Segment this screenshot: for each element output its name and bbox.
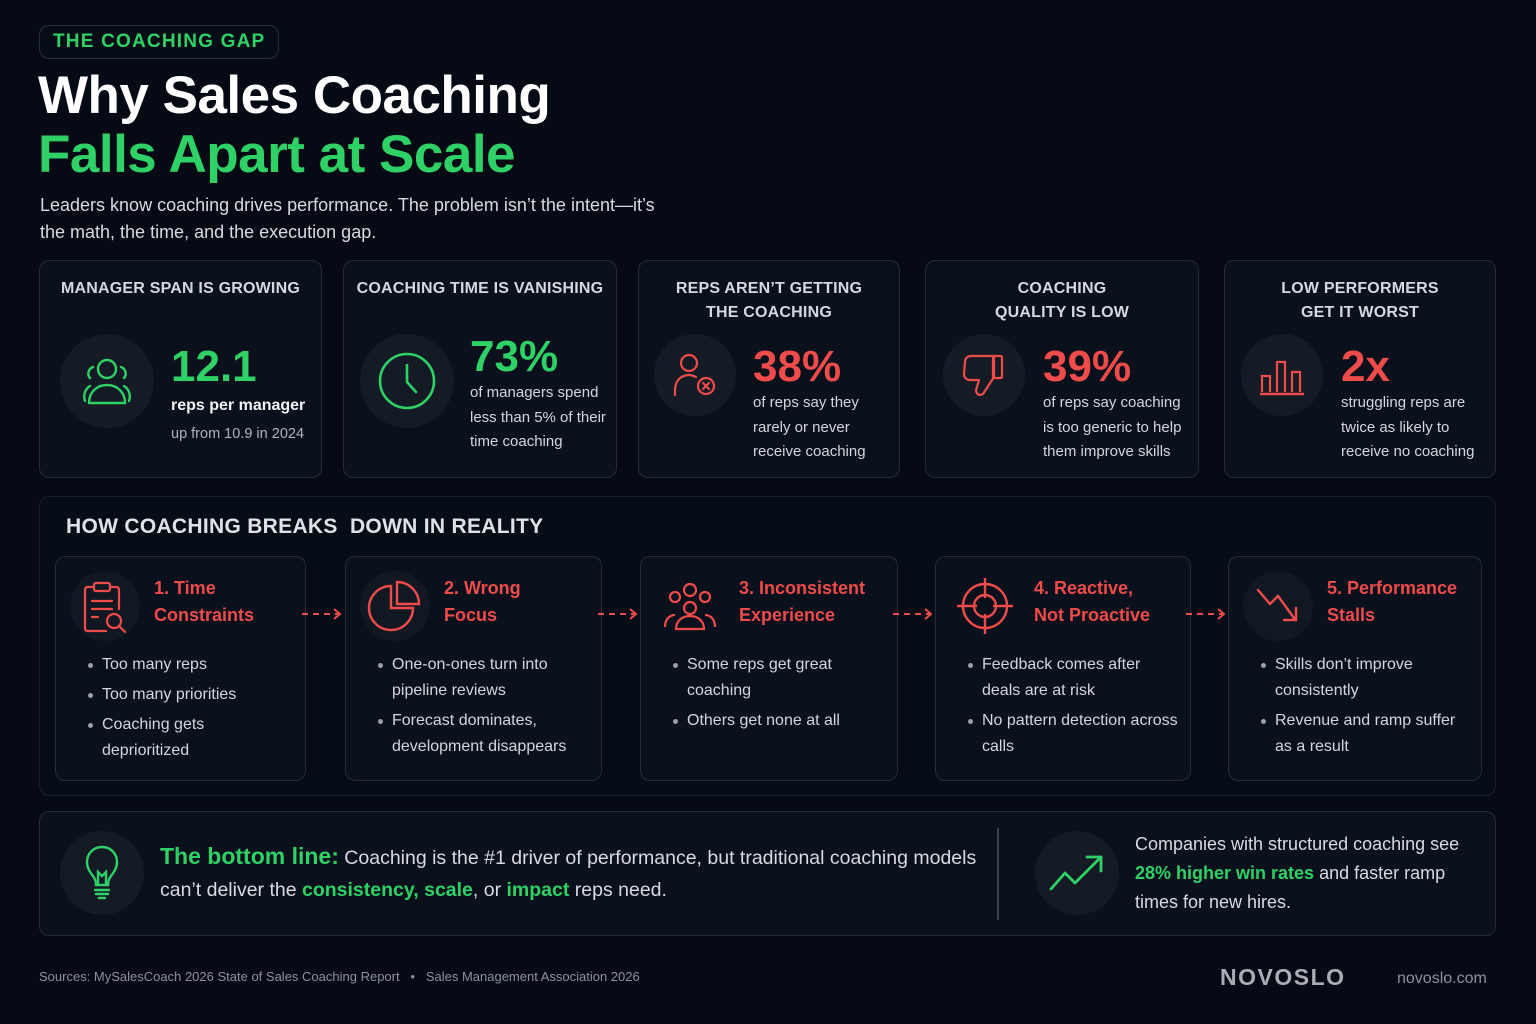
stat-heading: LOW PERFORMERS GET IT WORST: [1281, 280, 1439, 321]
bullet-item: Coaching gets deprioritized: [88, 712, 295, 764]
stat-card-manager-span: MANAGER SPAN IS GROWING 12.1 reps per ma…: [39, 260, 322, 478]
step-title: 2. Wrong Focus: [444, 578, 521, 625]
bullet-item: One-on-ones turn into pipeline reviews: [378, 652, 591, 704]
stat-detail: of reps say they rarely or never receive…: [753, 394, 866, 460]
stat-heading: MANAGER SPAN IS GROWING: [61, 280, 300, 297]
trend-down-icon: [1243, 571, 1313, 641]
arrow-right-icon: [893, 608, 933, 620]
stat-value: 73%: [470, 332, 559, 381]
win-rate-callout: Companies with structured coaching see 2…: [1135, 834, 1460, 912]
stat-detail: up from 10.9 in 2024: [171, 426, 305, 442]
team-icon: [60, 334, 154, 428]
thumbs-down-icon: [943, 334, 1025, 416]
title-line-1: Why Sales Coaching: [38, 66, 551, 125]
step-card-inconsistent-experience: 3. Inconsistent Experience Some reps get …: [640, 556, 898, 781]
arrow-right-icon: [1186, 608, 1226, 620]
step-bullets: Skills don’t improve consistently Revenu…: [1261, 652, 1471, 764]
stat-card-low-performers: LOW PERFORMERS GET IT WORST 2x strugglin…: [1224, 260, 1496, 478]
bottom-line-panel: The bottom line: Coaching is the #1 driv…: [39, 811, 1496, 936]
brand-logo: NOVOSLO: [1220, 964, 1346, 990]
step-bullets: Some reps get great coaching Others get …: [673, 652, 887, 738]
bullet-item: Some reps get great coaching: [673, 652, 887, 704]
trend-up-icon: [1035, 831, 1119, 915]
bullet-item: No pattern detection across calls: [968, 708, 1180, 760]
bullet-item: Revenue and ramp suffer as a result: [1261, 708, 1471, 760]
step-bullets: Feedback comes after deals are at risk N…: [968, 652, 1180, 764]
target-icon: [950, 571, 1020, 641]
stat-detail: struggling reps are twice as likely to r…: [1341, 394, 1475, 460]
lightbulb-icon: [60, 831, 144, 915]
step-title: 5. Performance Stalls: [1327, 578, 1458, 625]
sources-text: Sources: MySalesCoach 2026 State of Sale…: [39, 969, 640, 984]
eyebrow-badge: THE COACHING GAP: [39, 25, 280, 59]
user-x-icon: [654, 334, 736, 416]
bullet-item: Too many priorities: [88, 682, 295, 708]
stat-value: 39%: [1043, 342, 1132, 391]
stat-card-reps-coaching: REPS AREN’T GETTING THE COACHING 38% of …: [638, 260, 900, 478]
step-card-wrong-focus: 2. Wrong Focus One-on-ones turn into pipe…: [345, 556, 602, 781]
stat-label: reps per manager: [171, 397, 306, 414]
stat-value: 12.1: [171, 342, 257, 391]
stat-detail: of managers spend less than 5% of their …: [470, 384, 606, 450]
step-bullets: Too many reps Too many priorities Coachi…: [88, 652, 295, 768]
group-icon: [655, 571, 725, 641]
breakdown-section: HOW COACHING BREAKS DOWN IN REALITY 1. T…: [39, 496, 1496, 796]
arrow-right-icon: [302, 608, 342, 620]
step-card-time-constraints: 1. Time Constraints Too many reps Too man…: [55, 556, 306, 781]
step-title: 3. Inconsistent Experience: [739, 578, 866, 625]
title-line-2: Falls Apart at Scale: [38, 125, 516, 184]
stat-heading: COACHING QUALITY IS LOW: [994, 280, 1130, 321]
clipboard-search-icon: [70, 571, 140, 641]
divider: [997, 828, 999, 920]
stat-value: 38%: [753, 342, 842, 391]
arrow-right-icon: [598, 608, 638, 620]
bottom-line-text: The bottom line: Coaching is the #1 driv…: [160, 843, 977, 901]
stat-card-coaching-time: COACHING TIME IS VANISHING 73% of manage…: [343, 260, 617, 478]
bullet-item: Feedback comes after deals are at risk: [968, 652, 1180, 704]
step-title: 1. Time Constraints: [154, 578, 255, 625]
bullet-item: Skills don’t improve consistently: [1261, 652, 1471, 704]
page-title: Why Sales Coaching Falls Apart at Scale: [38, 66, 551, 184]
bullet-item: Too many reps: [88, 652, 295, 678]
section-title: HOW COACHING BREAKS DOWN IN REALITY: [66, 515, 544, 538]
website-link[interactable]: novoslo.com: [1397, 970, 1487, 987]
stat-heading: COACHING TIME IS VANISHING: [356, 280, 604, 297]
step-card-reactive: 4. Reactive, Not Proactive Feedback comes…: [935, 556, 1191, 781]
step-card-performance-stalls: 5. Performance Stalls Skills don’t improv…: [1228, 556, 1482, 781]
stat-heading: REPS AREN’T GETTING THE COACHING: [675, 280, 863, 321]
bar-chart-icon: [1241, 334, 1323, 416]
step-bullets: One-on-ones turn into pipeline reviews F…: [378, 652, 591, 764]
page-subtitle: Leaders know coaching drives performance…: [40, 195, 655, 242]
pie-chart-icon: [360, 571, 430, 641]
bullet-item: Others get none at all: [673, 708, 887, 734]
bullet-item: Forecast dominates, development disappea…: [378, 708, 591, 760]
stat-detail: of reps say coaching is too generic to h…: [1043, 394, 1182, 460]
stat-card-coaching-quality: COACHING QUALITY IS LOW 39% of reps say …: [925, 260, 1199, 478]
stat-value: 2x: [1341, 342, 1390, 391]
step-title: 4. Reactive, Not Proactive: [1034, 578, 1151, 625]
clock-icon: [360, 334, 454, 428]
